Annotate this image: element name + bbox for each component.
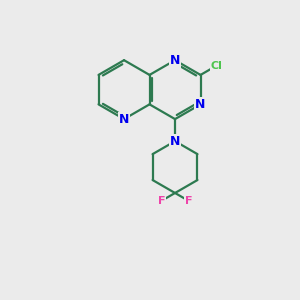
Text: Cl: Cl xyxy=(210,61,222,71)
Text: N: N xyxy=(170,54,180,67)
Text: N: N xyxy=(119,112,129,126)
Text: F: F xyxy=(158,196,166,206)
Text: F: F xyxy=(184,196,192,206)
Text: N: N xyxy=(195,98,206,111)
Text: N: N xyxy=(170,135,180,148)
